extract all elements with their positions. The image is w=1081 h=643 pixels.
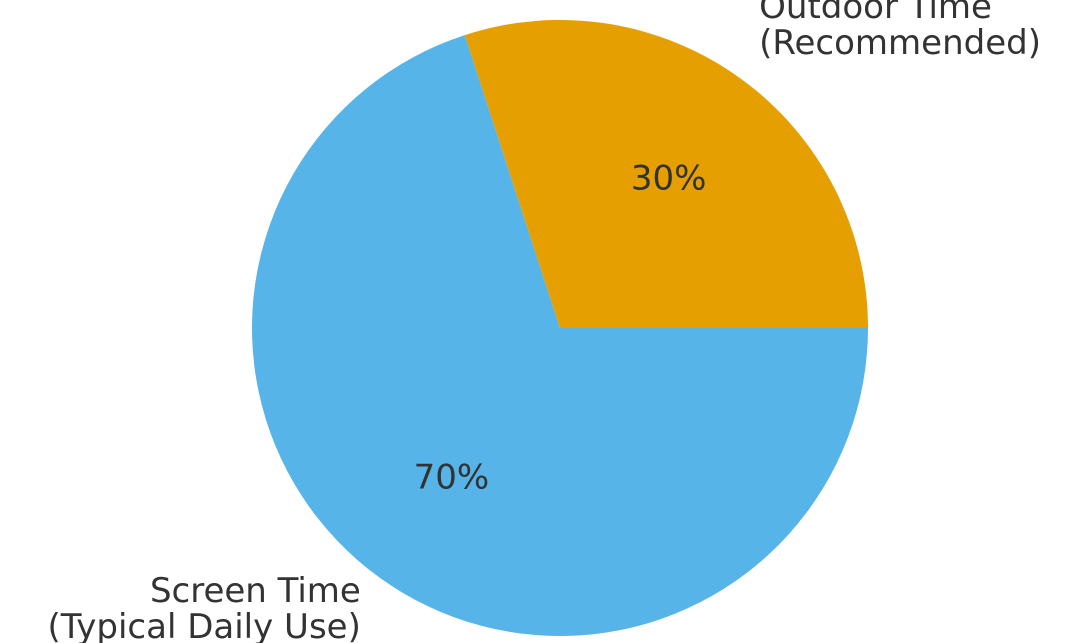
pie-slice-0 [252, 35, 869, 637]
pie-slice-1 [464, 19, 868, 328]
pie-category-label-1: Outdoor Time (Recommended) [759, 0, 1041, 63]
pie-category-label-line: Screen Time [150, 571, 361, 611]
pie-percent-label-0: 70% [414, 458, 490, 498]
pie-percent-label-1: 30% [631, 158, 707, 198]
pie-category-label-line: Outdoor Time [759, 0, 992, 27]
pie-category-label-line: (Recommended) [759, 23, 1041, 63]
pie-category-label-line: (Typical Daily Use) [48, 607, 361, 643]
pie-category-label-0: Screen Time (Typical Daily Use) [48, 571, 361, 643]
